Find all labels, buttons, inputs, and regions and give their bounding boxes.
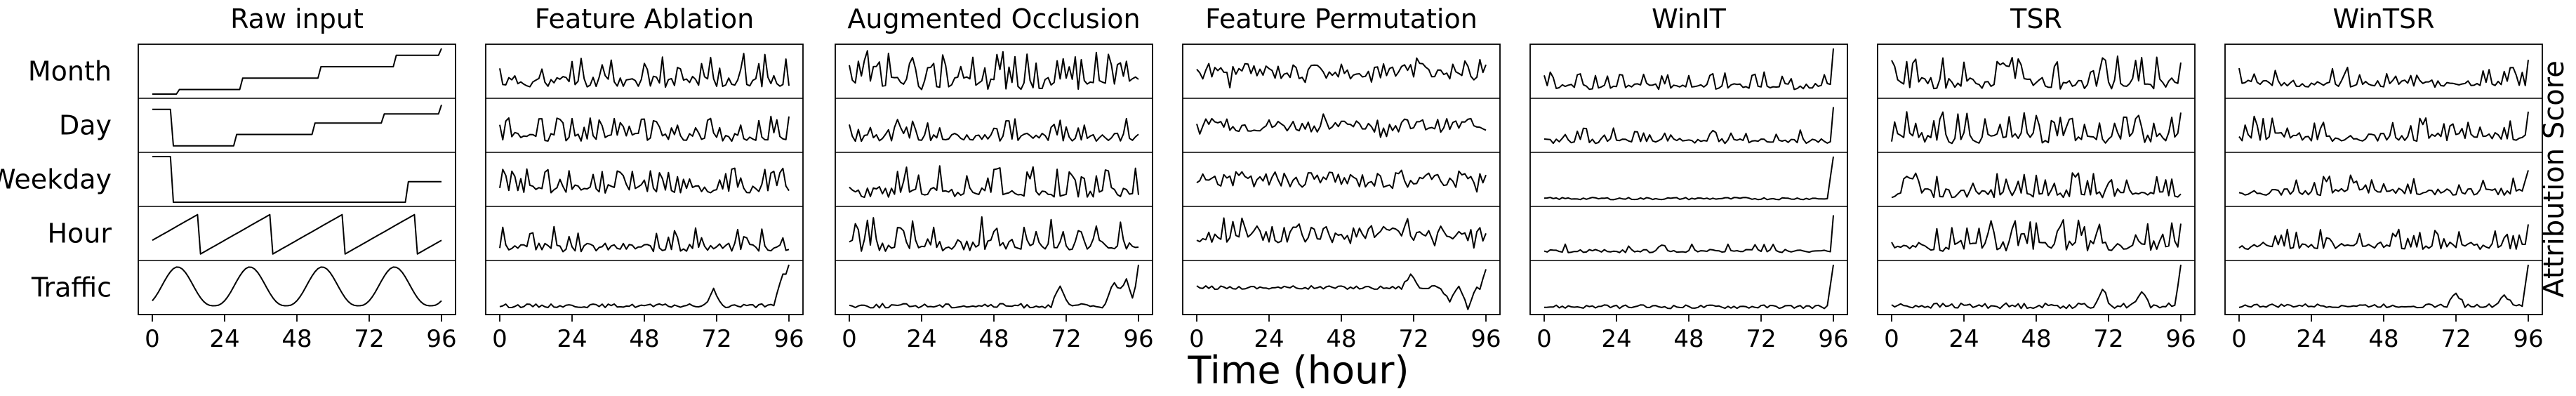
panels-layer: Raw input Month Day Weekday Hour Traffic 0 24 48… bbox=[0, 4, 2544, 353]
series-line-traffic bbox=[499, 264, 790, 309]
panel-frame bbox=[1529, 44, 1848, 315]
series-line-month bbox=[499, 53, 790, 88]
x-tick-label: 96 bbox=[1818, 325, 1848, 353]
panel-1: Feature Ablation 0 24 48 72 96 bbox=[485, 4, 804, 353]
x-tick-label: 48 bbox=[629, 325, 659, 353]
x-tick-label: 24 bbox=[1254, 325, 1284, 353]
series-line-month bbox=[1196, 57, 1487, 88]
x-tick-label: 0 bbox=[842, 325, 857, 353]
x-tick-label: 48 bbox=[1326, 325, 1356, 353]
series-line-traffic bbox=[1196, 269, 1487, 310]
panel-title: Raw input bbox=[230, 4, 364, 34]
x-tick-label: 96 bbox=[774, 325, 804, 353]
series-line-hour bbox=[2238, 224, 2529, 250]
series-line-month bbox=[2238, 60, 2529, 88]
series-line-traffic bbox=[849, 264, 1139, 309]
series-line-traffic bbox=[1543, 264, 1834, 310]
series-line-hour bbox=[1891, 219, 2182, 252]
series-line-weekday bbox=[849, 165, 1139, 199]
x-tick-label: 0 bbox=[1536, 325, 1552, 353]
x-tick-label: 48 bbox=[2021, 325, 2051, 353]
series-line-weekday bbox=[1891, 172, 2182, 199]
series-line-hour bbox=[152, 213, 442, 255]
x-tick-label: 24 bbox=[1948, 325, 1979, 353]
series-line-weekday bbox=[152, 156, 441, 203]
panel-title: Feature Permutation bbox=[1205, 4, 1478, 34]
x-tick-label: 48 bbox=[978, 325, 1009, 353]
series-line-day bbox=[849, 117, 1139, 143]
x-tick-label: 0 bbox=[145, 325, 160, 353]
x-tick-label: 72 bbox=[2093, 325, 2123, 353]
panel-title: WinIT bbox=[1652, 4, 1727, 34]
x-tick-label: 96 bbox=[2513, 325, 2543, 353]
series-line-day bbox=[499, 115, 790, 143]
series-line-hour bbox=[499, 225, 790, 253]
series-line-hour bbox=[1196, 217, 1487, 249]
panel-title: Augmented Occlusion bbox=[847, 4, 1140, 34]
series-line-day bbox=[152, 104, 442, 147]
x-tick-label: 24 bbox=[2296, 325, 2326, 353]
x-tick-label: 0 bbox=[492, 325, 507, 353]
panel-5: TSR 0 24 48 72 96 bbox=[1877, 4, 2196, 353]
x-tick-label: 48 bbox=[1673, 325, 1704, 353]
x-tick-label: 48 bbox=[2368, 325, 2398, 353]
series-line-month bbox=[849, 50, 1139, 91]
x-tick-label: 0 bbox=[1884, 325, 1899, 353]
x-axis-label: Time (hour) bbox=[1187, 348, 1409, 392]
row-label-traffic: Traffic bbox=[31, 272, 112, 303]
series-line-hour bbox=[849, 216, 1139, 252]
series-line-month bbox=[1891, 55, 2182, 90]
x-tick-label: 24 bbox=[209, 325, 239, 353]
series-line-day bbox=[1891, 111, 2182, 145]
x-tick-label: 96 bbox=[426, 325, 456, 353]
panel-title: Feature Ablation bbox=[535, 4, 754, 34]
row-label-day: Day bbox=[59, 110, 112, 141]
series-line-weekday bbox=[2238, 170, 2529, 197]
x-tick-label: 0 bbox=[2231, 325, 2247, 353]
y-axis-label: Attribution Score bbox=[2538, 60, 2570, 298]
panel-title: WinTSR bbox=[2332, 4, 2434, 34]
series-line-month bbox=[152, 48, 442, 95]
row-label-weekday: Weekday bbox=[0, 164, 112, 195]
x-tick-label: 72 bbox=[354, 325, 384, 353]
x-tick-label: 72 bbox=[2441, 325, 2471, 353]
x-tick-label: 72 bbox=[701, 325, 731, 353]
panel-4: WinIT 0 24 48 72 96 bbox=[1529, 4, 1849, 353]
panel-0: Raw input Month Day Weekday Hour Traffic 0 24 48… bbox=[0, 4, 457, 353]
x-tick-label: 48 bbox=[281, 325, 312, 353]
row-label-hour: Hour bbox=[47, 218, 112, 249]
x-tick-label: 24 bbox=[906, 325, 936, 353]
series-line-traffic bbox=[2238, 264, 2529, 309]
series-line-day bbox=[1543, 107, 1834, 145]
series-line-hour bbox=[1543, 215, 1834, 253]
series-line-weekday bbox=[499, 167, 790, 194]
x-tick-label: 72 bbox=[1051, 325, 1081, 353]
panel-3: Feature Permutation 0 24 48 72 96 bbox=[1182, 4, 1501, 353]
series-line-traffic bbox=[1891, 264, 2182, 310]
series-line-day bbox=[2238, 111, 2529, 143]
x-tick-label: 0 bbox=[1189, 325, 1204, 353]
x-tick-label: 96 bbox=[1470, 325, 1501, 353]
x-tick-label: 96 bbox=[1123, 325, 1153, 353]
panel-6: WinTSR 0 24 48 72 96 bbox=[2224, 4, 2544, 353]
x-tick-label: 72 bbox=[1398, 325, 1428, 353]
series-line-traffic bbox=[152, 266, 442, 307]
x-tick-label: 96 bbox=[2165, 325, 2196, 353]
panel-title: TSR bbox=[2010, 4, 2062, 34]
x-tick-label: 24 bbox=[1601, 325, 1631, 353]
x-tick-label: 72 bbox=[1746, 325, 1776, 353]
panel-frame bbox=[485, 44, 804, 315]
series-line-weekday bbox=[1543, 156, 1834, 201]
x-tick-label: 24 bbox=[557, 325, 587, 353]
row-label-month: Month bbox=[28, 56, 112, 87]
series-line-day bbox=[1196, 113, 1487, 138]
series-line-month bbox=[1543, 48, 1834, 91]
panel-2: Augmented Occlusion 0 24 48 72 96 bbox=[835, 4, 1154, 353]
series-line-weekday bbox=[1196, 169, 1487, 193]
